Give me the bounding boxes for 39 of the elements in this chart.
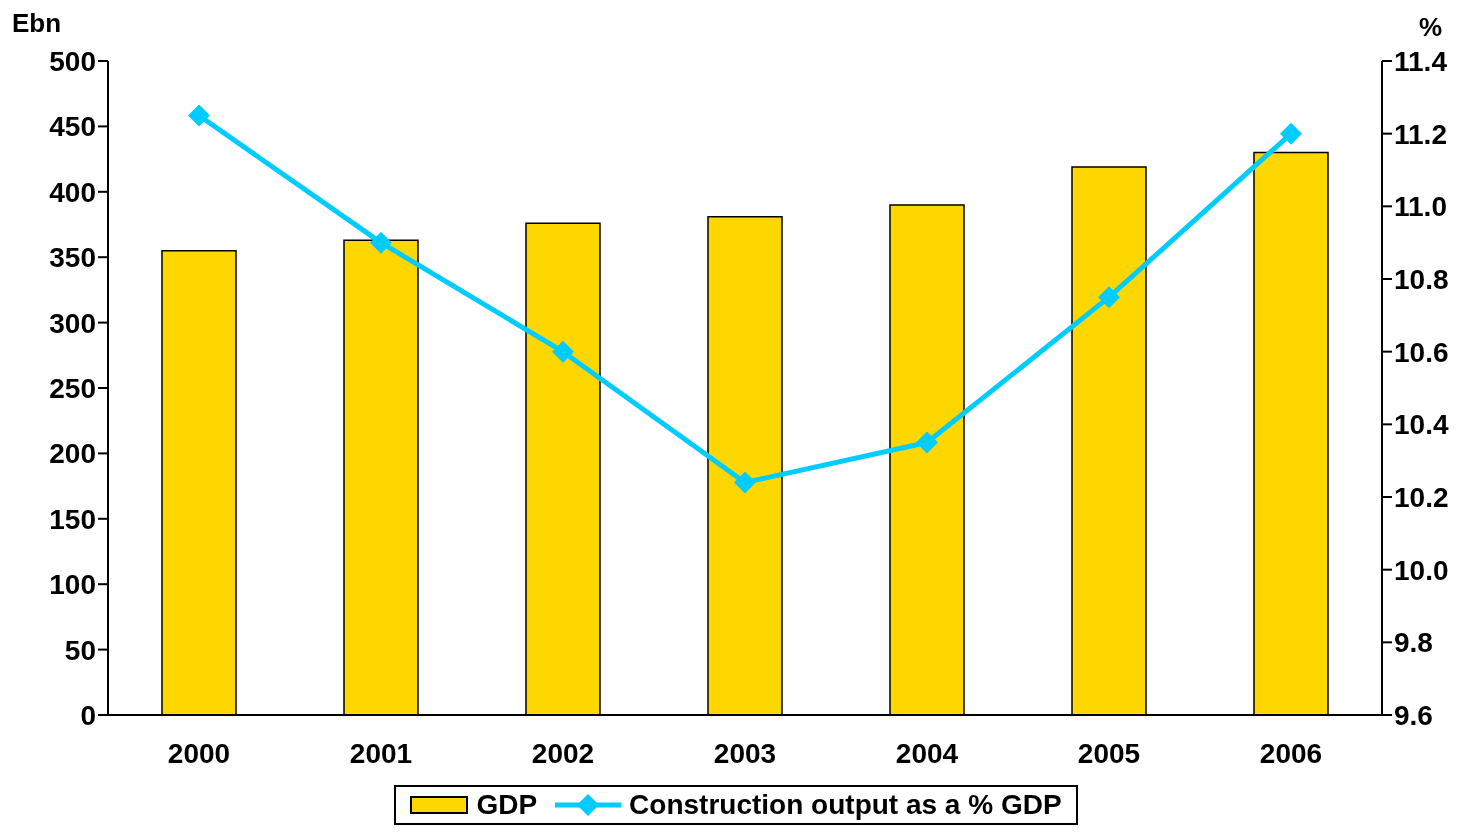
y2-tick-label: 9.8 (1394, 627, 1433, 659)
y-tick-label: 500 (49, 45, 96, 77)
point (916, 431, 938, 454)
x-tick-label: 2000 (167, 737, 231, 769)
x-tick-label: 2002 (531, 737, 595, 769)
y-axis-title: Ebn (12, 8, 62, 39)
point (1280, 122, 1302, 145)
y2-axis-title: % (1418, 12, 1442, 43)
y-tick-label: 350 (49, 242, 96, 274)
y2-tick-label: 11.4 (1394, 45, 1448, 77)
x-tick-label: 2004 (895, 737, 959, 769)
legend-label: GDP (475, 789, 538, 821)
y-tick-label: 50 (64, 634, 96, 666)
x-tick-label: 2001 (349, 737, 413, 769)
y-tick-label: 100 (49, 569, 96, 601)
y2-tick-label: 9.6 (1394, 699, 1433, 731)
x-tick-label: 2003 (713, 737, 777, 769)
x-tick-label: 2005 (1077, 737, 1141, 769)
y-tick-label: 250 (49, 372, 96, 404)
y2-tick-label: 11.2 (1394, 118, 1447, 150)
y2-tick-label: 10.2 (1394, 481, 1449, 513)
y2-tick-label: 10.8 (1394, 263, 1449, 295)
point (552, 340, 574, 363)
y2-tick-label: 10.4 (1394, 409, 1449, 441)
point (734, 471, 756, 494)
y2-tick-label: 10.6 (1394, 336, 1449, 368)
y-tick-label: 0 (80, 699, 96, 731)
y-tick-label: 450 (49, 111, 96, 143)
y-tick-label: 200 (49, 438, 96, 470)
point (370, 231, 392, 254)
x-tick-label: 2006 (1259, 737, 1323, 769)
y-tick-label: 300 (49, 307, 96, 339)
y-tick-label: 400 (49, 176, 96, 208)
y-tick-label: 150 (49, 503, 96, 535)
y2-tick-label: 11.0 (1394, 191, 1447, 223)
point (188, 104, 210, 127)
y2-tick-label: 10.0 (1394, 554, 1449, 586)
point (1098, 286, 1120, 309)
legend-label: Construction output as a % GDP (628, 789, 1062, 821)
